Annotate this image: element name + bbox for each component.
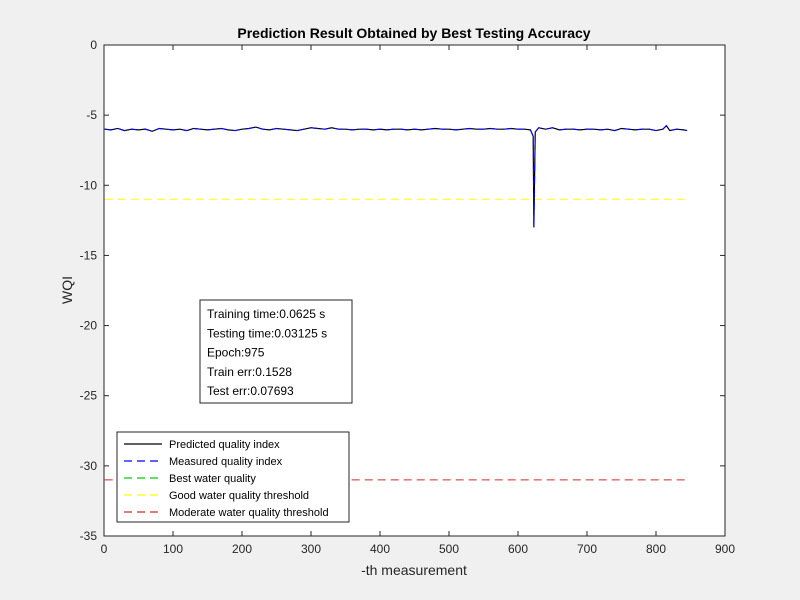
x-tick-label: 100 bbox=[163, 542, 183, 556]
y-axis-label: WQI bbox=[59, 276, 75, 304]
stats-annotation-box: Training time:0.0625 s Testing time:0.031… bbox=[199, 299, 353, 404]
stats-annotation-line: Epoch:975 bbox=[207, 346, 265, 360]
ticks: 0 100 200 300 400 500 600 700 800 900 0 -5 -10 -15 -20… bbox=[80, 38, 736, 556]
stats-annotation-line: Testing time:0.03125 s bbox=[207, 326, 327, 340]
stats-annotation-lines: Training time:0.0625 s Testing time:0.031… bbox=[207, 307, 327, 398]
stats-annotation-line: Training time:0.0625 s bbox=[207, 307, 325, 321]
legend: Predicted quality index Measured quality … bbox=[116, 431, 350, 523]
y-tick-label: 0 bbox=[90, 38, 97, 52]
y-tick-label: -10 bbox=[80, 178, 98, 192]
x-tick-label: 0 bbox=[101, 542, 108, 556]
legend-label: Best water quality bbox=[169, 473, 256, 485]
y-tick-label: -25 bbox=[80, 389, 98, 403]
axes-frame bbox=[103, 44, 726, 537]
y-tick-label: -30 bbox=[80, 459, 98, 473]
x-tick-label: 300 bbox=[301, 542, 321, 556]
x-tick-label: 200 bbox=[232, 542, 252, 556]
y-tick-label: -20 bbox=[80, 319, 98, 333]
legend-label: Good water quality threshold bbox=[169, 490, 309, 502]
chart-title: Prediction Result Obtained by Best Testi… bbox=[237, 25, 590, 41]
legend-label: Measured quality index bbox=[169, 456, 283, 468]
x-tick-label: 800 bbox=[646, 542, 666, 556]
y-tick-label: -35 bbox=[80, 529, 98, 543]
legend-label: Moderate water quality threshold bbox=[169, 507, 329, 519]
x-tick-label: 600 bbox=[508, 542, 528, 556]
legend-frame bbox=[116, 431, 350, 523]
stats-annotation-line: Test err:0.07693 bbox=[207, 384, 294, 398]
x-axis-label: -th measurement bbox=[361, 562, 467, 578]
y-tick-label: -15 bbox=[80, 248, 98, 262]
x-tick-label: 700 bbox=[577, 542, 597, 556]
y-tick-label: -5 bbox=[86, 108, 97, 122]
x-tick-label: 900 bbox=[715, 542, 735, 556]
stats-annotation-frame bbox=[199, 299, 353, 404]
series-line-predicted-quality-index bbox=[104, 124, 688, 228]
legend-label: Predicted quality index bbox=[169, 439, 280, 451]
legend-items: Predicted quality index Measured quality … bbox=[124, 439, 329, 519]
x-tick-label: 500 bbox=[439, 542, 459, 556]
x-tick-label: 400 bbox=[370, 542, 390, 556]
stats-annotation-line: Train err:0.1528 bbox=[207, 365, 292, 379]
